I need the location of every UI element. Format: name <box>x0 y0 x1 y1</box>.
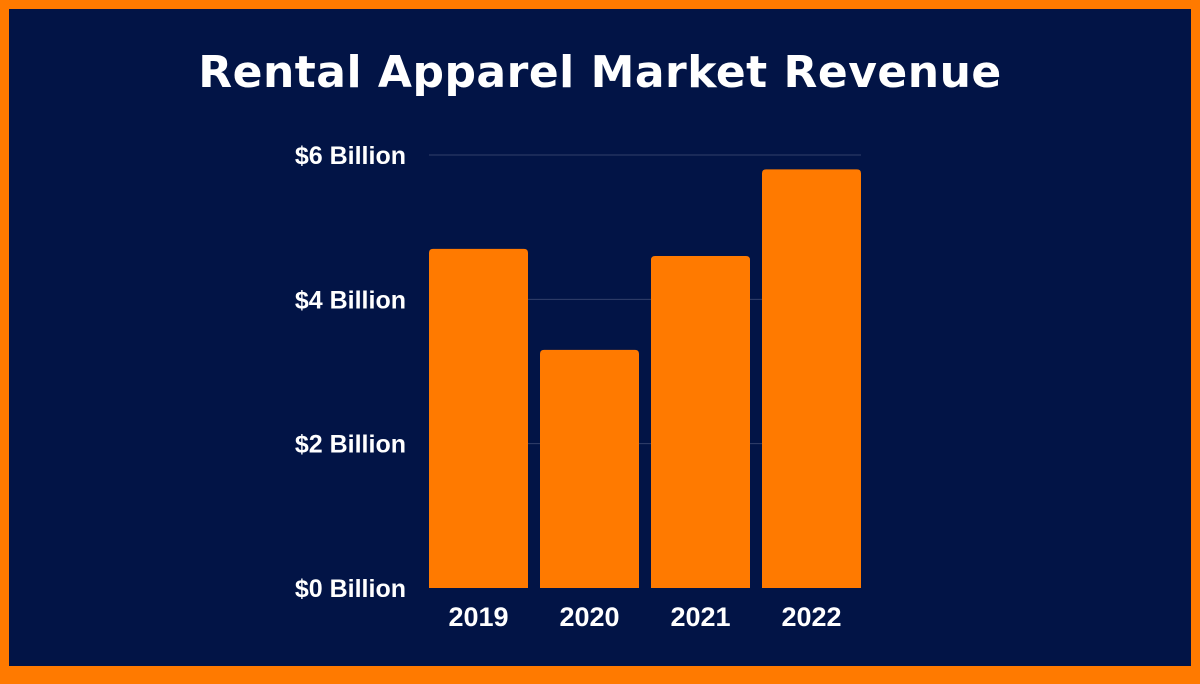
bar-2021 <box>651 256 750 588</box>
y-tick-label: $0 Billion <box>295 575 406 603</box>
y-axis: $0 Billion $2 Billion $4 Billion $6 Billion <box>295 142 406 603</box>
y-tick-label: $2 Billion <box>295 431 406 459</box>
bar-chart: $0 Billion $2 Billion $4 Billion $6 Billion… <box>295 142 861 632</box>
chart-title: Rental Apparel Market Revenue <box>198 47 1002 98</box>
x-tick-label: 2022 <box>781 602 841 632</box>
y-tick-label: $6 Billion <box>295 142 406 170</box>
bars <box>429 169 861 589</box>
x-axis: 2019 2020 2021 2022 <box>448 602 841 632</box>
x-tick-label: 2021 <box>670 602 730 632</box>
bar-2020 <box>540 349 639 588</box>
y-tick-label: $4 Billion <box>295 286 406 314</box>
bar-2022 <box>762 169 861 588</box>
bar-2019 <box>429 248 528 589</box>
x-tick-label: 2019 <box>448 602 508 632</box>
x-tick-label: 2020 <box>559 602 619 632</box>
